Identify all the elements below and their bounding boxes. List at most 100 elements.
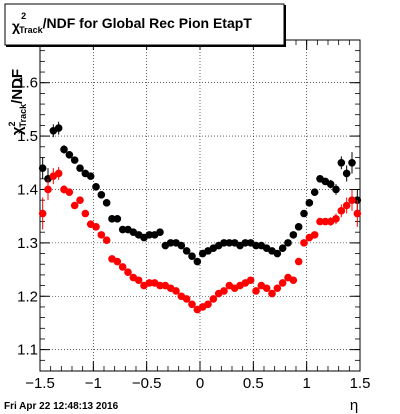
title-box-shadow-right — [284, 5, 286, 47]
title-box-shadow — [6, 45, 285, 47]
data-point — [54, 124, 63, 132]
data-point — [342, 169, 351, 178]
title-box — [4, 3, 285, 46]
data-point — [124, 268, 132, 277]
data-point — [54, 169, 63, 178]
data-point — [76, 164, 84, 172]
data-point — [204, 300, 212, 309]
data-point — [278, 244, 287, 253]
data-point — [348, 158, 356, 167]
data-point — [70, 201, 79, 210]
data-point — [81, 209, 90, 218]
data-point — [118, 263, 127, 271]
data-point — [289, 231, 298, 239]
data-point — [76, 196, 84, 204]
data-point — [310, 188, 319, 196]
axis-tick-labels: −1.5 −1 −0.5 0 0.5 1 1.5 1.1 1.2 1.3 1.4 1.5 1.6 — [17, 75, 370, 392]
x-axis-label: η — [350, 397, 358, 414]
data-point — [172, 287, 180, 295]
data-point — [44, 185, 52, 194]
data-point — [326, 180, 335, 188]
y-tick-label: 1.2 — [17, 288, 38, 305]
data-point — [342, 201, 351, 210]
data-point — [353, 209, 362, 218]
data-point — [102, 236, 111, 245]
data-point — [60, 145, 68, 154]
data-point — [300, 209, 308, 218]
data-point — [241, 239, 250, 247]
data-point — [38, 209, 47, 218]
data-point — [188, 300, 196, 309]
data-point — [156, 228, 164, 236]
data-point — [209, 295, 218, 303]
data-point — [262, 284, 271, 293]
data-point — [108, 215, 116, 223]
data-point — [252, 241, 260, 250]
data-point — [316, 217, 324, 226]
y-tick-label: 1.5 — [17, 128, 38, 145]
data-point — [220, 287, 228, 295]
data-point — [166, 239, 175, 247]
data-point — [92, 183, 100, 191]
data-point — [273, 249, 282, 258]
data-point — [70, 156, 79, 164]
y-tick-label: 1.6 — [17, 75, 38, 92]
data-point — [268, 289, 276, 298]
data-point — [332, 185, 340, 194]
data-point — [273, 284, 282, 293]
data-point — [284, 239, 292, 247]
data-point — [332, 215, 340, 223]
data-point — [348, 196, 356, 204]
data-point — [193, 257, 202, 266]
data-point — [145, 279, 154, 287]
data-point — [310, 231, 319, 239]
y-axis-label: χ2Track/NDF — [7, 69, 28, 135]
chart-title: χ2 Track/NDF for Global Rec Pion EtapT — [12, 11, 252, 35]
x-tick-label: −0.5 — [132, 375, 162, 392]
x-tick-label: 1.5 — [350, 375, 371, 392]
data-point — [97, 231, 106, 239]
data-point — [278, 279, 287, 287]
y-tick-label: 1.4 — [17, 181, 38, 198]
data-point — [294, 257, 303, 266]
data-point — [305, 199, 314, 207]
data-point — [102, 199, 111, 207]
data-point — [289, 276, 298, 285]
data-point — [65, 150, 74, 159]
data-point — [113, 257, 122, 266]
data-point — [92, 223, 100, 231]
data-point — [321, 217, 330, 226]
x-tick-label: −1.5 — [25, 375, 55, 392]
x-tick-label: −1 — [85, 375, 102, 392]
y-tick-label: 1.3 — [17, 235, 38, 252]
data-point — [65, 188, 74, 196]
data-point — [118, 225, 127, 234]
data-point — [38, 164, 47, 172]
data-point — [86, 172, 95, 180]
y-tick-label: 1.1 — [17, 342, 38, 359]
data-point — [188, 252, 196, 261]
data-point — [113, 215, 122, 223]
timestamp: Fri Apr 22 12:48:13 2016 — [4, 401, 119, 412]
data-points — [38, 121, 362, 314]
data-point — [182, 295, 191, 303]
data-point — [337, 158, 346, 167]
data-point — [177, 241, 186, 250]
data-point — [182, 247, 191, 255]
x-tick-label: 1 — [302, 375, 310, 392]
data-point — [337, 207, 346, 215]
data-point — [97, 191, 106, 199]
data-point — [294, 223, 303, 231]
data-point — [225, 239, 234, 247]
x-tick-label: 0 — [196, 375, 204, 392]
x-tick-label: 0.5 — [243, 375, 264, 392]
data-point — [156, 281, 164, 290]
data-point — [252, 287, 260, 295]
data-point — [300, 239, 308, 247]
data-point — [246, 276, 255, 285]
data-point — [220, 239, 228, 247]
data-point — [145, 231, 154, 239]
data-point — [134, 276, 143, 285]
